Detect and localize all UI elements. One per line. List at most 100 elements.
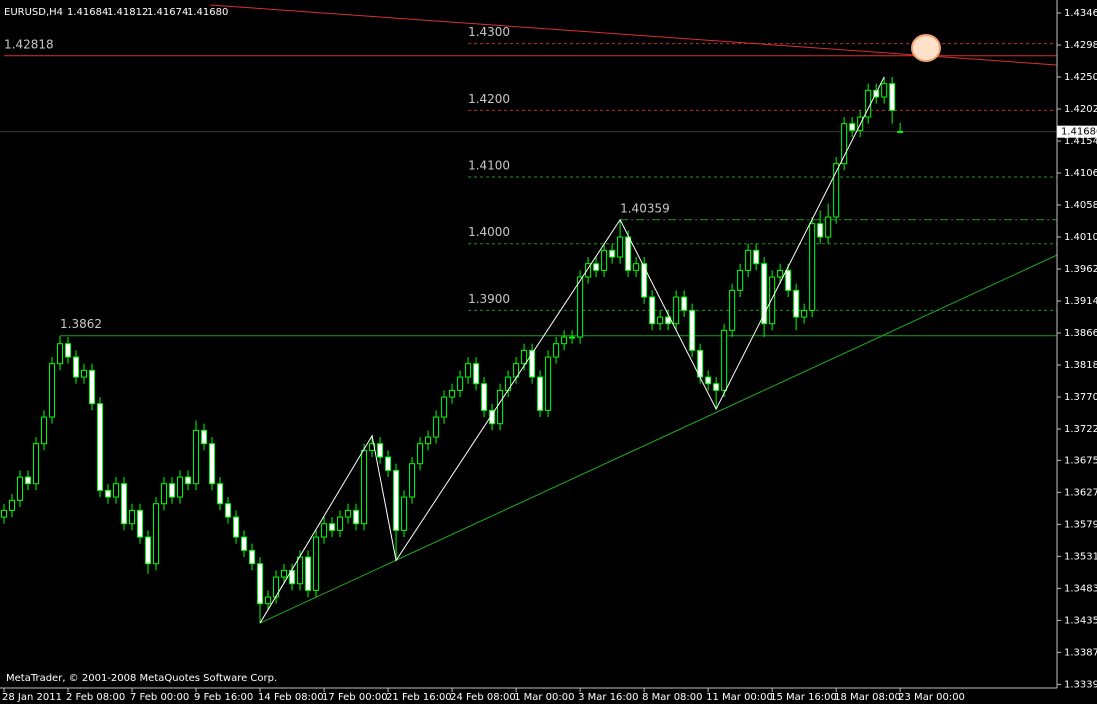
x-tick-label: 9 Feb 16:00 xyxy=(194,692,253,703)
candle-body xyxy=(345,509,352,518)
candle-body xyxy=(673,296,680,325)
x-tick-label: 18 Mar 08:00 xyxy=(834,692,901,703)
candle-body xyxy=(377,443,384,458)
candle-body xyxy=(785,269,792,291)
x-tick-label: 8 Mar 08:00 xyxy=(642,692,702,703)
x-tick-label: 21 Feb 16:00 xyxy=(386,692,452,703)
x-tick-label: 3 Mar 16:00 xyxy=(578,692,638,703)
x-tick-label: 1 Mar 00:00 xyxy=(514,692,574,703)
candle-body xyxy=(209,443,216,485)
watermark: MetaTrader, © 2001-2008 MetaQuotes Softw… xyxy=(6,673,277,684)
candle-body xyxy=(145,536,152,565)
candle-body xyxy=(57,343,64,365)
price-label-box xyxy=(1057,125,1097,138)
candle-body xyxy=(705,376,712,385)
candle-body xyxy=(17,476,24,501)
header-close: 1.41680 xyxy=(187,7,228,18)
candle-body xyxy=(1,509,8,518)
candle-body xyxy=(313,536,320,591)
y-tick-label: 1.35790 xyxy=(1064,519,1097,530)
y-tick-label: 1.39620 xyxy=(1064,264,1097,275)
candle-body xyxy=(441,396,448,418)
y-tick-label: 1.36270 xyxy=(1064,487,1097,498)
candle-body xyxy=(465,363,472,378)
candle-body xyxy=(177,476,184,498)
candle-body xyxy=(601,249,608,271)
header-open: 1.41684 xyxy=(67,7,108,18)
x-tick-label: 11 Mar 00:00 xyxy=(706,692,773,703)
candle-body xyxy=(793,289,800,318)
candle-body xyxy=(425,436,432,445)
candle-body xyxy=(73,356,80,378)
candle-body xyxy=(393,469,400,531)
candle-body xyxy=(241,536,248,551)
price-level-label: 1.4000 xyxy=(468,225,510,239)
x-tick-label: 2 Feb 08:00 xyxy=(66,692,125,703)
y-tick-label: 1.36750 xyxy=(1064,455,1097,466)
candle-body xyxy=(505,376,512,391)
candle-body xyxy=(193,429,200,485)
candle-body xyxy=(433,416,440,438)
y-tick-label: 1.34830 xyxy=(1064,583,1097,594)
x-tick-label: 24 Feb 08:00 xyxy=(450,692,516,703)
candle-body xyxy=(305,556,312,591)
x-tick-label: 14 Feb 08:00 xyxy=(258,692,324,703)
candle-body xyxy=(897,130,904,133)
candle-body xyxy=(809,223,816,311)
y-tick-label: 1.33390 xyxy=(1064,679,1097,690)
candle-body xyxy=(361,449,368,525)
x-tick-label: 28 Jan 2011 xyxy=(2,692,62,703)
trend-line xyxy=(259,254,1058,624)
plot-area xyxy=(0,4,1058,624)
candle-body xyxy=(105,489,112,498)
candle-body xyxy=(297,556,304,585)
x-tick-label: 17 Feb 00:00 xyxy=(322,692,388,703)
candle-body xyxy=(625,236,632,271)
candle-body xyxy=(721,329,728,391)
candle-body xyxy=(121,483,128,525)
candle-body xyxy=(185,476,192,485)
candle-body xyxy=(561,336,568,345)
candle-body xyxy=(169,483,176,498)
candle-body xyxy=(449,389,456,398)
y-tick-label: 1.41540 xyxy=(1064,136,1097,147)
candle-body xyxy=(713,383,720,391)
y-tick-label: 1.41060 xyxy=(1064,168,1097,179)
candle-body xyxy=(9,499,16,511)
candle-body xyxy=(49,363,56,418)
x-tick-label: 7 Feb 00:00 xyxy=(130,692,189,703)
candle-body xyxy=(41,416,48,445)
price-level-label: 1.4100 xyxy=(468,159,510,173)
y-tick-label: 1.40100 xyxy=(1064,232,1097,243)
price-level-label: 1.3900 xyxy=(468,292,510,306)
y-tick-label: 1.39140 xyxy=(1064,296,1097,307)
candle-body xyxy=(457,376,464,391)
candle-body xyxy=(537,376,544,411)
y-tick-label: 1.42020 xyxy=(1064,104,1097,115)
candle-body xyxy=(753,249,760,265)
candle-body xyxy=(745,249,752,271)
y-tick-label: 1.35310 xyxy=(1064,551,1097,562)
candle-body xyxy=(553,343,560,358)
highlight-marker xyxy=(911,34,941,62)
candle-body xyxy=(97,403,104,491)
y-tick-label: 1.37220 xyxy=(1064,424,1097,435)
header-low: 1.41674 xyxy=(147,7,188,18)
candle-body xyxy=(817,223,824,238)
candle-body xyxy=(657,316,664,325)
candle-body xyxy=(681,296,688,311)
candle-body xyxy=(201,429,208,445)
candle-body xyxy=(129,509,136,525)
candle-body xyxy=(225,503,232,518)
candle-body xyxy=(649,296,656,325)
candle-body xyxy=(81,369,88,378)
y-tick-label: 1.43460 xyxy=(1064,8,1097,19)
candle-body xyxy=(633,263,640,271)
candle-body xyxy=(489,409,496,425)
candle-body xyxy=(761,263,768,325)
symbol: EURUSD,H4 xyxy=(4,7,63,18)
y-tick-label: 1.38180 xyxy=(1064,360,1097,371)
candle-body xyxy=(617,236,624,258)
